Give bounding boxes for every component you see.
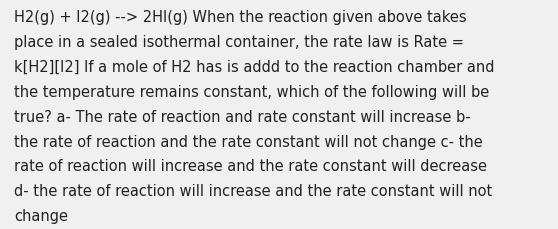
Text: H2(g) + I2(g) --> 2HI(g) When the reaction given above takes: H2(g) + I2(g) --> 2HI(g) When the reacti…	[14, 10, 466, 25]
Text: d- the rate of reaction will increase and the rate constant will not: d- the rate of reaction will increase an…	[14, 183, 492, 198]
Text: true? a- The rate of reaction and rate constant will increase b-: true? a- The rate of reaction and rate c…	[14, 109, 470, 124]
Text: the rate of reaction and the rate constant will not change c- the: the rate of reaction and the rate consta…	[14, 134, 483, 149]
Text: the temperature remains constant, which of the following will be: the temperature remains constant, which …	[14, 85, 489, 99]
Text: change: change	[14, 208, 68, 223]
Text: rate of reaction will increase and the rate constant will decrease: rate of reaction will increase and the r…	[14, 159, 487, 174]
Text: k[H2][I2] If a mole of H2 has is addd to the reaction chamber and: k[H2][I2] If a mole of H2 has is addd to…	[14, 60, 494, 75]
Text: place in a sealed isothermal container, the rate law is Rate =: place in a sealed isothermal container, …	[14, 35, 464, 50]
